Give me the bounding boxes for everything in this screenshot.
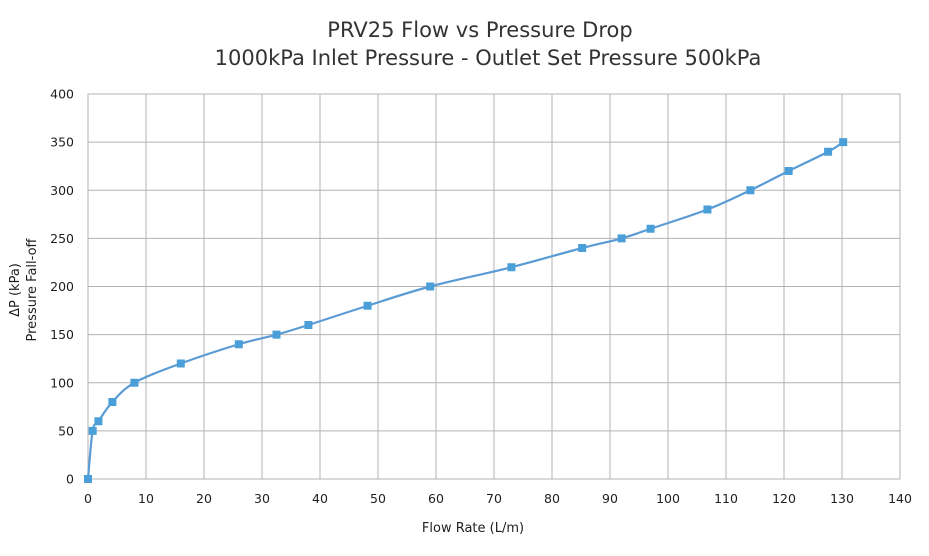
y-tick-label: 200 bbox=[50, 279, 74, 294]
x-tick-label: 10 bbox=[138, 491, 154, 506]
y-tick-label: 400 bbox=[50, 87, 74, 102]
series-group bbox=[84, 138, 848, 483]
data-point-marker bbox=[84, 475, 92, 483]
y-tick-label: 150 bbox=[50, 327, 74, 342]
x-tick-label: 130 bbox=[830, 491, 854, 506]
data-point-marker bbox=[272, 330, 281, 339]
data-point-marker bbox=[304, 321, 313, 329]
data-point-marker bbox=[703, 205, 712, 214]
y-axis-title-line1: ΔP (kPa) bbox=[8, 263, 23, 317]
x-tick-label: 120 bbox=[772, 491, 796, 506]
data-point-marker bbox=[617, 234, 626, 243]
x-tick-label: 50 bbox=[370, 491, 386, 506]
data-point-marker bbox=[88, 426, 97, 435]
y-axis-title-line2: Pressure Fall-off bbox=[25, 237, 40, 341]
data-point-marker bbox=[234, 340, 243, 349]
data-point-marker bbox=[363, 301, 372, 310]
data-point-marker bbox=[578, 244, 587, 252]
x-tick-label: 0 bbox=[84, 491, 92, 506]
grid bbox=[87, 93, 901, 480]
data-point-marker bbox=[507, 263, 516, 272]
x-tick-label: 140 bbox=[888, 491, 912, 506]
data-point-marker bbox=[108, 398, 117, 406]
y-tick-label: 50 bbox=[58, 423, 74, 438]
y-tick-label: 250 bbox=[50, 231, 74, 246]
x-tick-label: 60 bbox=[428, 491, 444, 506]
data-point-marker bbox=[824, 147, 833, 156]
plot-area-border bbox=[87, 93, 901, 480]
data-point-marker bbox=[130, 378, 139, 387]
x-tick-label: 80 bbox=[544, 491, 560, 506]
data-point-marker bbox=[784, 167, 793, 175]
x-tick-label: 70 bbox=[486, 491, 502, 506]
chart-subtitle: 1000kPa Inlet Pressure - Outlet Set Pres… bbox=[215, 46, 762, 70]
x-tick-label: 30 bbox=[254, 491, 270, 506]
x-tick-label: 110 bbox=[714, 491, 738, 506]
series-line bbox=[86, 141, 845, 481]
y-tick-label: 300 bbox=[50, 183, 74, 198]
data-point-marker bbox=[839, 138, 848, 147]
x-tick-label: 20 bbox=[196, 491, 212, 506]
x-tick-label: 40 bbox=[312, 491, 328, 506]
chart-title: PRV25 Flow vs Pressure Drop bbox=[327, 18, 632, 42]
y-tick-label: 100 bbox=[50, 375, 74, 390]
y-tick-label: 350 bbox=[50, 135, 74, 150]
data-point-marker bbox=[746, 186, 755, 195]
data-point-marker bbox=[176, 359, 185, 368]
data-point-marker bbox=[646, 224, 655, 233]
x-axis-title: Flow Rate (L/m) bbox=[422, 521, 524, 536]
x-tick-label: 90 bbox=[602, 491, 618, 506]
x-tick-label: 100 bbox=[656, 491, 680, 506]
y-tick-label: 0 bbox=[66, 472, 74, 487]
x-axis-ticks: 0 10 20 30 40 50 60 70 80 90 100 110 120 130 140 bbox=[84, 491, 912, 506]
data-point-marker bbox=[94, 417, 103, 426]
data-point-marker bbox=[426, 282, 435, 291]
y-axis-ticks: 0 50 100 150 200 250 300 350 400 bbox=[50, 87, 74, 487]
